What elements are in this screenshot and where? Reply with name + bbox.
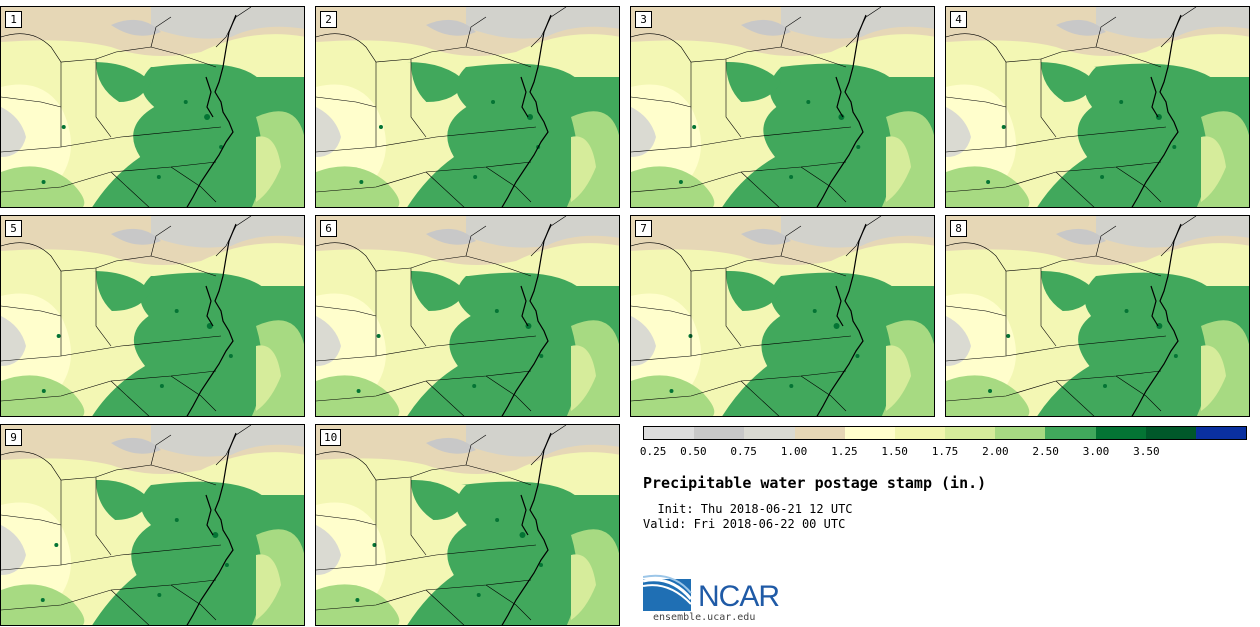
ncar-logo-text: NCAR xyxy=(698,580,780,613)
colorbar-segment xyxy=(644,427,695,439)
map-panel: 6 xyxy=(315,215,620,417)
stamp-label: 5 xyxy=(5,220,22,237)
colorbar-segment xyxy=(794,427,845,439)
stamp-label: 9 xyxy=(5,429,22,446)
stamp-label: 8 xyxy=(950,220,967,237)
colorbar-segment xyxy=(1145,427,1196,439)
colorbar-segment xyxy=(894,427,946,439)
colorbar-tick: 2.00 xyxy=(982,445,1009,458)
colorbar-tick: 0.75 xyxy=(730,445,757,458)
colorbar-tick: 3.50 xyxy=(1133,445,1160,458)
ensemble-url: ensemble.ucar.edu xyxy=(653,612,756,623)
map-panel: 5 xyxy=(0,215,305,417)
map-panel: 2 xyxy=(315,6,620,208)
stamp-label: 2 xyxy=(320,11,337,28)
colorbar-tick: 0.50 xyxy=(680,445,707,458)
map-title: Precipitable water postage stamp (in.) xyxy=(643,474,987,492)
stamp-label: 6 xyxy=(320,220,337,237)
colorbar-segment xyxy=(844,427,895,439)
valid-time: Valid: Fri 2018-06-22 00 UTC xyxy=(643,517,846,531)
ncar-logo-icon xyxy=(643,574,693,611)
map-panel: 7 xyxy=(630,215,935,417)
map-panel: 4 xyxy=(945,6,1250,208)
map-panel: 9 xyxy=(0,424,305,626)
colorbar-tick: 1.75 xyxy=(931,445,959,458)
colorbar-segment xyxy=(945,427,996,439)
colorbar-segment xyxy=(694,427,745,439)
colorbar-segment xyxy=(995,427,1046,439)
colorbar-tick: 2.50 xyxy=(1032,445,1059,458)
map-panel: 10 xyxy=(315,424,620,626)
init-time: Init: Thu 2018-06-21 12 UTC xyxy=(643,502,853,516)
colorbar-tick: 1.50 xyxy=(881,445,908,458)
colorbar-segment xyxy=(744,427,795,439)
stamp-label: 10 xyxy=(320,429,342,446)
map-panel: 8 xyxy=(945,215,1250,417)
stamp-label: 4 xyxy=(950,11,967,28)
colorbar-segment xyxy=(1095,427,1146,439)
colorbar-segment xyxy=(1045,427,1096,439)
map-panel: 3 xyxy=(630,6,935,208)
stamp-label: 3 xyxy=(635,11,652,28)
stamp-label: 7 xyxy=(635,220,652,237)
colorbar-tick: 1.00 xyxy=(780,445,808,458)
colorbar-tick: 3.00 xyxy=(1082,445,1110,458)
colorbar xyxy=(643,426,1247,440)
colorbar-tick: 0.25 xyxy=(639,445,667,458)
colorbar-tick: 1.25 xyxy=(831,445,858,458)
colorbar-segment xyxy=(1195,427,1247,439)
map-panel: 1 xyxy=(0,6,305,208)
colorbar-tick-labels: 0.25 0.50 0.75 1.00 1.25 1.50 1.75 2.00 2.50 3.00… xyxy=(639,445,1247,459)
stamp-label: 1 xyxy=(5,11,22,28)
